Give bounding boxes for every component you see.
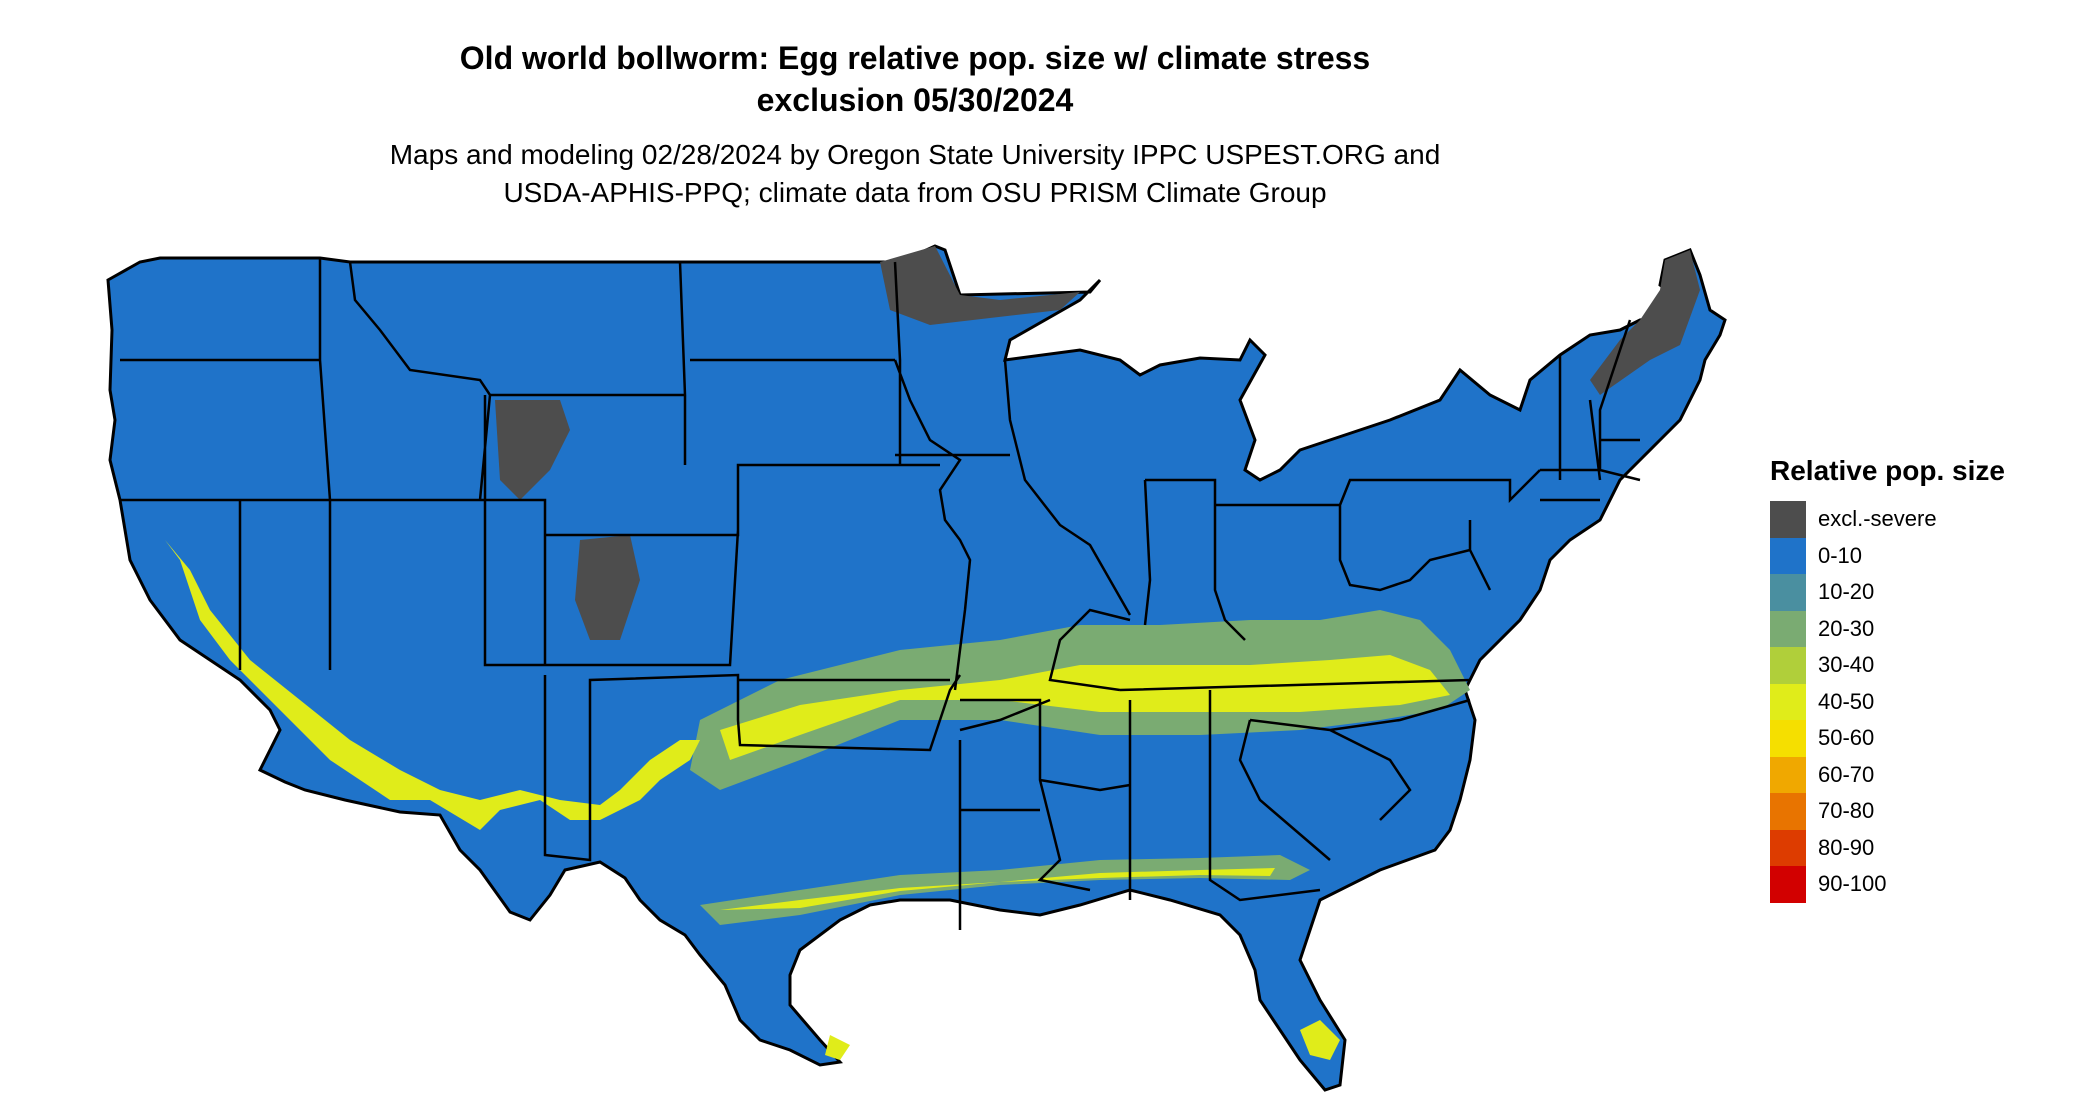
legend-item: excl.-severe [1770, 501, 2005, 538]
legend-swatch [1770, 537, 1806, 574]
legend-item: 70-80 [1770, 793, 2005, 830]
excluded-area-colorado [575, 535, 640, 640]
legend-item: 10-20 [1770, 574, 2005, 611]
legend-label: 10-20 [1818, 579, 1875, 605]
legend-swatch [1770, 866, 1806, 903]
legend-item: 0-10 [1770, 537, 2005, 574]
map-subtitle-line-2: USDA-APHIS-PPQ; climate data from OSU PR… [503, 177, 1327, 208]
legend-label: 60-70 [1818, 761, 1875, 787]
map-title-line-2: exclusion 05/30/2024 [756, 82, 1074, 118]
excluded-area-minnesota [880, 246, 1080, 325]
legend-swatch [1770, 683, 1806, 720]
suitability-band-southwest [165, 540, 700, 830]
legend-items: excl.-severe 0-10 10-20 20-30 30-40 40-50 50-6… [1770, 501, 2005, 903]
legend-label: 20-30 [1818, 615, 1875, 641]
legend-swatch [1770, 756, 1806, 793]
legend-label: 70-80 [1818, 798, 1875, 824]
suitability-band-south-texas [825, 1035, 850, 1060]
legend-label: 40-50 [1818, 688, 1875, 714]
excluded-area-wyoming [495, 400, 570, 500]
legend-title: Relative pop. size [1770, 455, 2005, 486]
legend-swatch [1770, 829, 1806, 866]
legend-swatch [1770, 647, 1806, 684]
legend-item: 30-40 [1770, 647, 2005, 684]
suitability-bands [165, 540, 1470, 1060]
legend-swatch [1770, 610, 1806, 647]
state-boundaries [120, 258, 1641, 930]
legend-item: 50-60 [1770, 720, 2005, 757]
legend-item: 80-90 [1770, 829, 2005, 866]
legend-swatch [1770, 793, 1806, 830]
legend-label: 90-100 [1818, 871, 1887, 897]
map-title-line-1: Old world bollworm: Egg relative pop. si… [459, 40, 1371, 76]
legend-swatch [1770, 720, 1806, 757]
legend-swatch [1770, 501, 1806, 538]
legend-item: 90-100 [1770, 866, 2005, 903]
suitability-band-central-inner [720, 655, 1450, 760]
legend-label: 50-60 [1818, 725, 1875, 751]
legend-item: 60-70 [1770, 756, 2005, 793]
legend-label: 0-10 [1818, 542, 1863, 568]
state-boundary-lines [120, 258, 1641, 930]
legend-label: 30-40 [1818, 652, 1875, 678]
map-subtitle-line-1: Maps and modeling 02/28/2024 by Oregon S… [389, 139, 1441, 170]
legend-swatch [1770, 574, 1806, 611]
legend-item: 20-30 [1770, 610, 2005, 647]
legend-label: excl.-severe [1818, 506, 1937, 532]
legend-label: 80-90 [1818, 834, 1875, 860]
legend-item: 40-50 [1770, 683, 2005, 720]
suitability-band-gulf-inner [720, 868, 1275, 910]
legend: Relative pop. size excl.-severe 0-10 10-20… [1770, 455, 2005, 903]
suitability-band-florida [1300, 1020, 1340, 1060]
